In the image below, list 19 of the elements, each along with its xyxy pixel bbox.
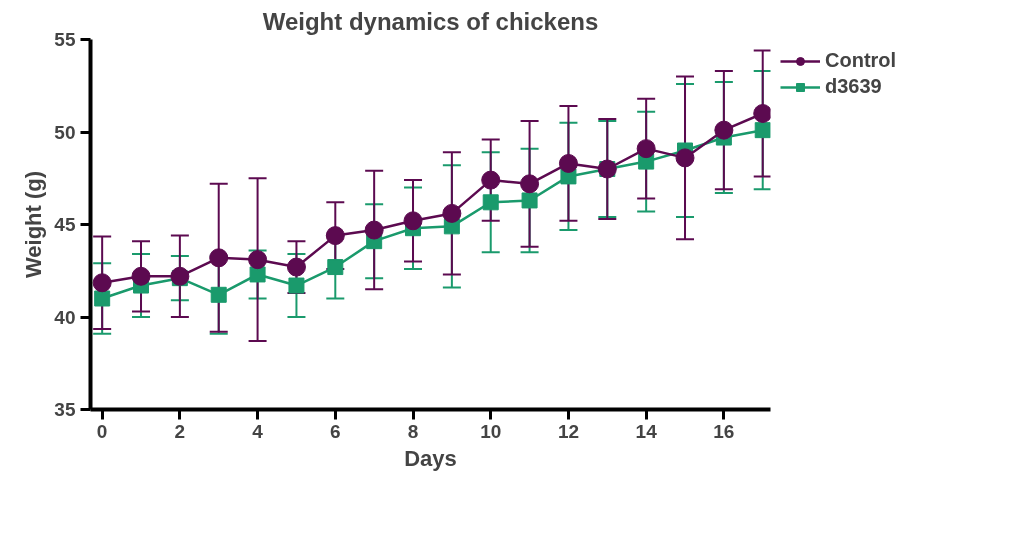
y-tick-label: 50 [54, 121, 76, 143]
x-tick-label: 0 [96, 420, 108, 442]
y-tick-label: 35 [54, 399, 76, 420]
legend-label: d3639 [825, 75, 882, 98]
x-tick-label: 4 [252, 420, 264, 442]
x-tick-label: 2 [174, 420, 186, 442]
y-axis-title: Weight (g) [21, 170, 47, 279]
x-tick-label: 8 [407, 420, 419, 442]
x-tick-label: 10 [480, 420, 502, 442]
legend-label: Control [825, 49, 897, 72]
y-tick-label: 55 [54, 29, 76, 50]
y-tick-label: 45 [54, 214, 76, 235]
x-axis-title: Days [404, 445, 457, 471]
x-tick-label: 6 [330, 420, 341, 442]
chart-title: Weight dynamics of chickens [262, 7, 599, 35]
y-tick-label: 40 [54, 306, 76, 328]
x-tick-label: 14 [635, 420, 658, 442]
x-tick-label: 16 [713, 420, 735, 442]
x-tick-label: 12 [557, 420, 580, 442]
